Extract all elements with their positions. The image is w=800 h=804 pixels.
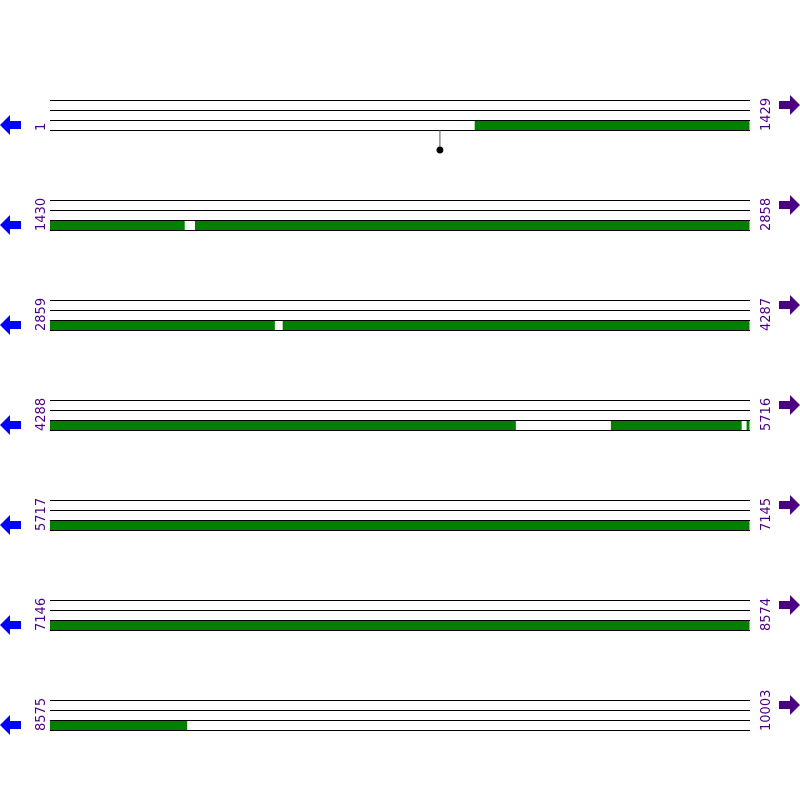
arrow-left-icon[interactable]: [0, 515, 21, 535]
arrow-left-icon[interactable]: [0, 215, 21, 235]
feature-bar: [50, 220, 185, 230]
feature-bar: [50, 420, 516, 430]
arrow-left-icon[interactable]: [0, 715, 21, 735]
feature-bar: [50, 720, 188, 730]
arrow-left-icon[interactable]: [0, 415, 21, 435]
row-start-label: 8575: [34, 698, 49, 731]
feature-bar: [50, 620, 750, 630]
arrow-right-icon[interactable]: [779, 195, 800, 215]
row-start-label: 7146: [34, 598, 49, 631]
row-start-label: 2859: [34, 298, 49, 331]
row-end-label: 5716: [759, 398, 774, 431]
feature-bar: [282, 320, 750, 330]
feature-bar: [50, 320, 275, 330]
arrow-right-icon[interactable]: [779, 595, 800, 615]
row-end-label: 1429: [759, 98, 774, 131]
row-end-label: 4287: [759, 298, 774, 331]
row-end-label: 7145: [759, 498, 774, 531]
arrow-right-icon[interactable]: [779, 295, 800, 315]
feature-bar: [50, 520, 750, 530]
marker-dot: [436, 146, 444, 154]
arrow-left-icon[interactable]: [0, 115, 21, 135]
arrow-left-icon[interactable]: [0, 615, 21, 635]
row-start-label: 5717: [34, 498, 49, 531]
row-start-label: 1: [34, 123, 49, 131]
arrow-right-icon[interactable]: [779, 395, 800, 415]
arrow-right-icon[interactable]: [779, 95, 800, 115]
feature-bar: [610, 420, 742, 430]
arrow-right-icon[interactable]: [779, 695, 800, 715]
arrow-right-icon[interactable]: [779, 495, 800, 515]
row-end-label: 2858: [759, 198, 774, 231]
feature-bar: [194, 220, 750, 230]
row-end-label: 10003: [759, 690, 774, 731]
arrow-left-icon[interactable]: [0, 315, 21, 335]
row-start-label: 4288: [34, 398, 49, 431]
feature-bar: [474, 120, 750, 130]
row-end-label: 8574: [759, 598, 774, 631]
feature-bar: [746, 420, 750, 430]
row-start-label: 1430: [34, 198, 49, 231]
